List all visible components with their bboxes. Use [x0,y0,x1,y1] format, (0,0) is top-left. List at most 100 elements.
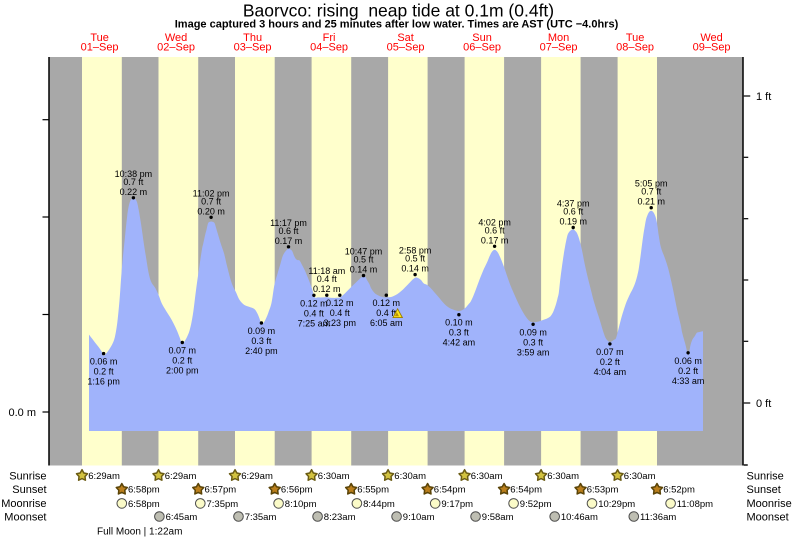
svg-text:Moonrise: Moonrise [1,498,46,510]
svg-text:Wed: Wed [165,32,187,44]
svg-text:7:35am: 7:35am [245,512,277,523]
svg-text:1:16 pm: 1:16 pm [87,377,120,387]
svg-text:0.20 m: 0.20 m [197,206,225,216]
svg-text:6:30am: 6:30am [547,471,579,482]
svg-text:0.09 m: 0.09 m [519,327,547,337]
svg-text:0.10 m: 0.10 m [445,318,473,328]
svg-text:10:46am: 10:46am [561,512,598,523]
svg-text:6:30am: 6:30am [471,471,503,482]
svg-text:08–Sep: 08–Sep [616,41,654,53]
svg-text:0.4 ft: 0.4 ft [330,308,351,318]
svg-text:0.3 ft: 0.3 ft [523,337,544,347]
svg-text:0.2 ft: 0.2 ft [172,356,193,366]
svg-text:9:10am: 9:10am [403,512,435,523]
svg-text:0.12 m: 0.12 m [373,298,401,308]
svg-text:0.3 ft: 0.3 ft [251,336,272,346]
svg-text:0.12 m: 0.12 m [313,284,341,294]
svg-text:4:37 pm: 4:37 pm [557,199,590,209]
svg-text:0.7 ft: 0.7 ft [641,187,662,197]
svg-text:11:02 pm: 11:02 pm [193,188,230,198]
svg-text:6:30am: 6:30am [624,471,656,482]
svg-text:6:58pm: 6:58pm [128,485,160,496]
svg-text:6:56pm: 6:56pm [281,485,313,496]
svg-text:0.2 ft: 0.2 ft [678,366,699,376]
svg-text:0.06 m: 0.06 m [90,357,118,367]
svg-text:6:29am: 6:29am [165,471,197,482]
svg-text:4:33 am: 4:33 am [672,376,705,386]
svg-text:2:40 pm: 2:40 pm [245,346,278,356]
svg-text:0.07 m: 0.07 m [596,347,624,357]
svg-text:Tue: Tue [626,32,645,44]
svg-text:5:05 pm: 5:05 pm [635,179,668,189]
svg-text:Moonrise: Moonrise [747,498,792,510]
svg-text:05–Sep: 05–Sep [387,41,425,53]
svg-text:9:52pm: 9:52pm [520,499,552,510]
svg-text:Sat: Sat [397,32,414,44]
svg-text:0.5 ft: 0.5 ft [353,255,374,265]
svg-text:11:17 pm: 11:17 pm [270,218,307,228]
svg-text:6:54pm: 6:54pm [510,485,542,496]
svg-text:Sunrise: Sunrise [747,470,784,482]
svg-text:0.17 m: 0.17 m [275,236,303,246]
svg-text:0.6 ft: 0.6 ft [485,225,506,235]
svg-text:0.06 m: 0.06 m [674,356,702,366]
svg-text:0.07 m: 0.07 m [169,346,197,356]
svg-text:0.4 ft: 0.4 ft [304,308,325,318]
svg-text:Tue: Tue [90,32,109,44]
svg-text:0.7 ft: 0.7 ft [201,196,222,206]
svg-text:Full Moon | 1:22am: Full Moon | 1:22am [97,526,182,537]
svg-text:6:53pm: 6:53pm [587,485,619,496]
svg-text:8:44pm: 8:44pm [363,499,395,510]
svg-text:0.09 m: 0.09 m [248,326,276,336]
svg-text:6:45am: 6:45am [166,512,198,523]
svg-text:4:42 am: 4:42 am [443,338,476,348]
svg-text:0.22 m: 0.22 m [120,187,148,197]
svg-text:11:18 am: 11:18 am [308,266,345,276]
svg-text:6:29am: 6:29am [88,471,120,482]
svg-text:4:04 am: 4:04 am [594,367,627,377]
svg-text:10:47 pm: 10:47 pm [345,247,383,257]
svg-text:10:38 pm: 10:38 pm [115,169,153,179]
svg-text:Sunset: Sunset [747,484,781,496]
svg-text:0.21 m: 0.21 m [637,197,665,207]
svg-text:8:23am: 8:23am [324,512,356,523]
svg-text:0 ft: 0 ft [756,398,771,410]
svg-text:10:29pm: 10:29pm [598,499,635,510]
svg-text:7:25 am: 7:25 am [298,318,331,328]
svg-text:9:17pm: 9:17pm [441,499,473,510]
svg-text:7:35pm: 7:35pm [207,499,239,510]
svg-text:06–Sep: 06–Sep [463,41,501,53]
svg-text:0.3 ft: 0.3 ft [449,328,470,338]
svg-text:0.4 ft: 0.4 ft [317,274,338,284]
svg-text:8:10pm: 8:10pm [285,499,317,510]
svg-text:6:52pm: 6:52pm [663,485,695,496]
svg-text:3:23 pm: 3:23 pm [324,318,357,328]
svg-text:6:55pm: 6:55pm [357,485,389,496]
svg-text:4:02 pm: 4:02 pm [478,217,511,227]
svg-text:Moonset: Moonset [4,511,46,523]
svg-text:Image captured 3 hours and 25: Image captured 3 hours and 25 minutes af… [175,19,619,31]
svg-text:0.6 ft: 0.6 ft [278,226,299,236]
svg-text:0.14 m: 0.14 m [350,265,378,275]
svg-text:09–Sep: 09–Sep [693,41,731,53]
svg-text:2:00 pm: 2:00 pm [166,366,199,376]
svg-text:3:59 am: 3:59 am [517,347,550,357]
svg-text:07–Sep: 07–Sep [540,41,578,53]
svg-text:Moonset: Moonset [747,511,789,523]
svg-text:Baorvco: rising neap tide at: Baorvco: rising neap tide at 0.1m (0.4ft… [243,0,554,20]
svg-text:0.2 ft: 0.2 ft [600,357,621,367]
svg-text:6:29am: 6:29am [241,471,273,482]
svg-text:Wed: Wed [700,32,722,44]
svg-text:0.12 m: 0.12 m [300,298,328,308]
svg-text:0.2 ft: 0.2 ft [94,367,115,377]
svg-text:03–Sep: 03–Sep [234,41,272,53]
svg-text:Thu: Thu [243,32,262,44]
svg-text:Fri: Fri [323,32,336,44]
svg-text:Mon: Mon [548,32,569,44]
svg-text:0.0 m: 0.0 m [8,407,36,419]
svg-text:6:30am: 6:30am [318,471,350,482]
svg-text:6:30am: 6:30am [394,471,426,482]
svg-text:6:58pm: 6:58pm [128,499,160,510]
svg-text:6:54pm: 6:54pm [434,485,466,496]
svg-text:0.6 ft: 0.6 ft [563,207,584,217]
